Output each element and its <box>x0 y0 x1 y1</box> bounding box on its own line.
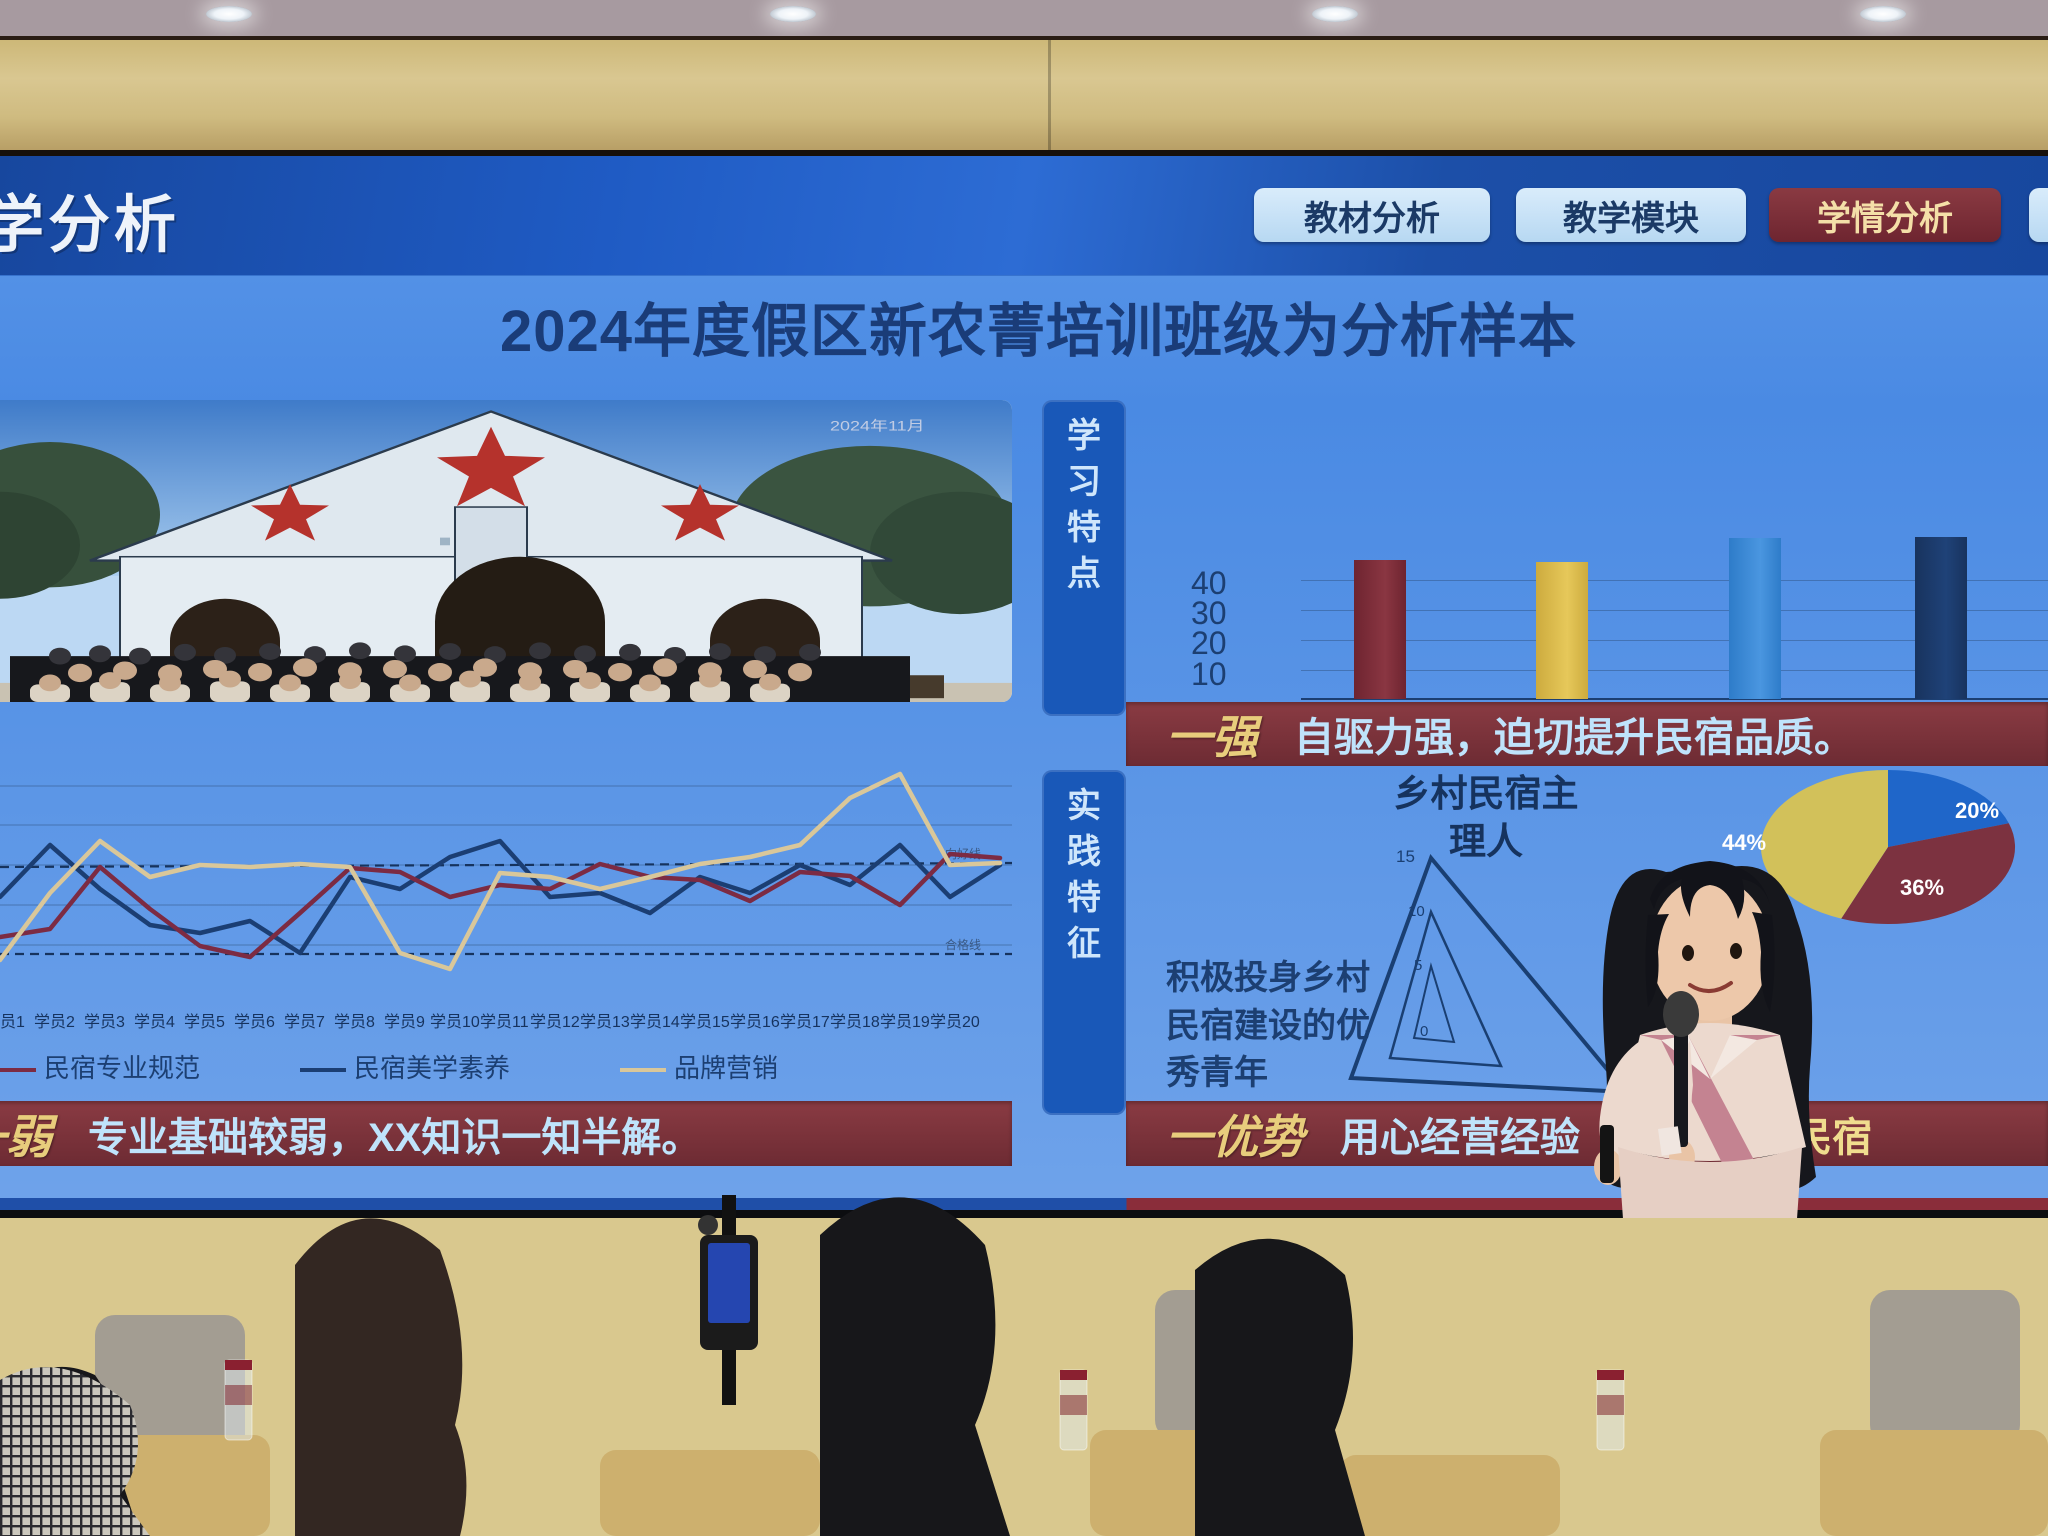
svg-text:0: 0 <box>1420 1023 1428 1040</box>
svg-text:36%: 36% <box>1900 875 1944 900</box>
svg-text:10: 10 <box>1408 903 1425 920</box>
svg-text:2024年11月: 2024年11月 <box>830 419 925 434</box>
svg-text:20%: 20% <box>1955 798 1999 823</box>
svg-text:合格线: 合格线 <box>945 937 981 952</box>
svg-text:15: 15 <box>1396 847 1415 866</box>
svg-text:5: 5 <box>1414 957 1422 974</box>
